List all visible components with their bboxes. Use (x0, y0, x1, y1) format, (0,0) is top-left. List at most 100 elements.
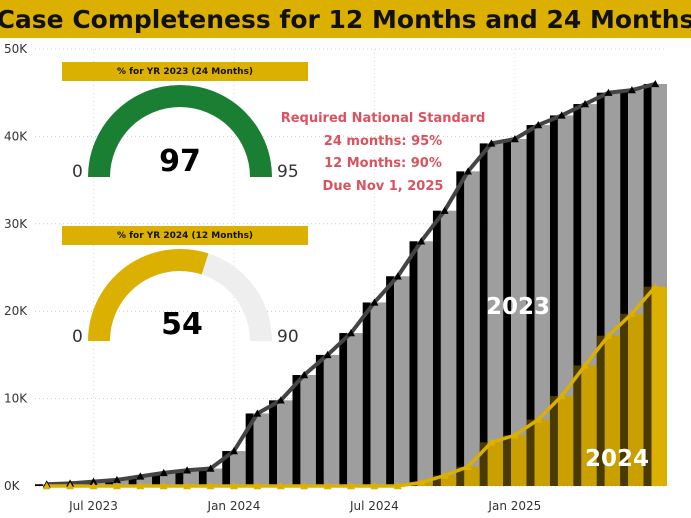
marker-2023 (651, 79, 660, 88)
bar-2023 (198, 468, 207, 486)
series-label-2024: 2024 (585, 446, 650, 472)
marker-2024 (557, 391, 566, 400)
marker-2024 (534, 415, 543, 423)
marker-2023 (510, 135, 519, 143)
y-tick-label: 20K (4, 304, 28, 318)
bar-2024 (549, 395, 558, 486)
bar-2024-shade (557, 395, 574, 486)
marker-2023 (557, 111, 566, 119)
bar-2024 (620, 313, 629, 486)
bars-2024 (409, 286, 667, 486)
bar-2024-shade (628, 313, 644, 486)
marker-2023 (347, 329, 355, 337)
bar-2023 (339, 333, 348, 486)
bar-2023 (643, 83, 652, 487)
bar-2023-shade (487, 143, 504, 486)
series-label-2023: 2023 (486, 294, 551, 320)
bar-2023 (35, 484, 43, 486)
marker-2024 (370, 482, 379, 490)
marker-2023 (581, 100, 590, 108)
bar-2024-shade (604, 335, 621, 486)
marker-2023 (253, 409, 262, 417)
marker-2024 (581, 361, 590, 369)
marker-2024 (136, 482, 145, 490)
marker-2023 (183, 466, 192, 474)
marker-2023 (417, 237, 426, 245)
bar-2024 (479, 442, 488, 486)
requirement-line-2: 24 months: 95% (323, 133, 443, 149)
marker-2023 (323, 350, 332, 359)
bar-2023-shade (136, 476, 153, 486)
bar-2024 (503, 435, 512, 486)
bar-2024 (643, 286, 652, 486)
bar-2024 (596, 335, 605, 486)
bar-2024-shade (464, 466, 480, 486)
bar-2023 (152, 472, 160, 486)
bar-2023-shade (417, 241, 433, 486)
x-tick-label: Jul 2023 (68, 499, 118, 513)
bar-2024-shade (417, 482, 433, 486)
bar-2024-shade (581, 365, 597, 486)
marker-2024 (417, 478, 426, 486)
marker-2023 (276, 396, 285, 404)
bar-2023 (128, 476, 137, 486)
bar-2023-shade (277, 400, 293, 486)
bar-2024-shade (487, 442, 504, 486)
bar-2023-shade (370, 302, 387, 486)
x-tick-label: Jan 2024 (207, 499, 261, 513)
bar-2023 (456, 171, 465, 487)
marker-2023 (300, 371, 309, 379)
bar-2024-shade (511, 435, 527, 486)
bar-2023-shade (89, 481, 106, 486)
marker-2024 (323, 482, 332, 490)
bar-2023-shade (347, 333, 363, 486)
marker-2024 (42, 482, 51, 490)
marker-2024 (276, 482, 285, 490)
marker-2024 (89, 482, 98, 490)
y-tick-label: 40K (4, 129, 28, 143)
requirement-line-4: Due Nov 1, 2025 (322, 178, 444, 194)
requirement-line-3: 12 Months: 90% (324, 156, 442, 171)
series-markers (42, 79, 660, 490)
marker-2023 (159, 468, 168, 477)
gauge-2024-header: % for YR 2024 (12 Months) (62, 226, 308, 245)
gauge-2023-header: % for YR 2023 (24 Months) (62, 62, 308, 81)
bar-2023-shade (183, 470, 199, 486)
marker-2023 (440, 206, 449, 214)
marker-2024 (440, 471, 449, 479)
bars-2023 (35, 83, 667, 487)
y-axis-ticks: 0K 10K 20K 30K 40K 50K (4, 42, 28, 493)
bar-2023-shade (440, 210, 457, 486)
marker-2024 (487, 438, 496, 446)
marker-2024 (66, 482, 75, 490)
marker-2024 (510, 431, 519, 439)
bar-2023 (245, 413, 254, 486)
marker-2024 (651, 282, 660, 290)
marker-2023 (627, 86, 636, 94)
bar-2023 (386, 276, 395, 486)
marker-2023 (206, 464, 215, 472)
bar-2023-shade (300, 375, 316, 486)
bar-2023 (432, 210, 441, 486)
marker-2024 (229, 482, 238, 490)
bar-2023-shade (253, 413, 270, 486)
bar-2023 (222, 451, 231, 486)
marker-2023 (487, 139, 496, 147)
requirement-note: Required National Standard 24 months: 95… (258, 108, 508, 198)
x-tick-label: Jan 2025 (487, 499, 541, 513)
bar-2023 (409, 241, 418, 486)
marker-2024 (464, 462, 473, 470)
bar-2023 (526, 125, 535, 487)
bar-2023-shade (206, 468, 223, 486)
bar-2023 (573, 104, 582, 486)
bar-2024 (456, 466, 465, 486)
y-tick-label: 10K (4, 392, 28, 406)
marker-2023 (229, 447, 238, 455)
requirement-line-1: Required National Standard (280, 111, 486, 126)
bar-2023 (175, 470, 184, 486)
bar-2024-last (651, 286, 667, 486)
bar-2023 (479, 143, 488, 486)
x-tick-label: Jul 2024 (349, 499, 399, 513)
marker-2024 (604, 331, 613, 339)
bar-2023-shade (534, 125, 550, 487)
